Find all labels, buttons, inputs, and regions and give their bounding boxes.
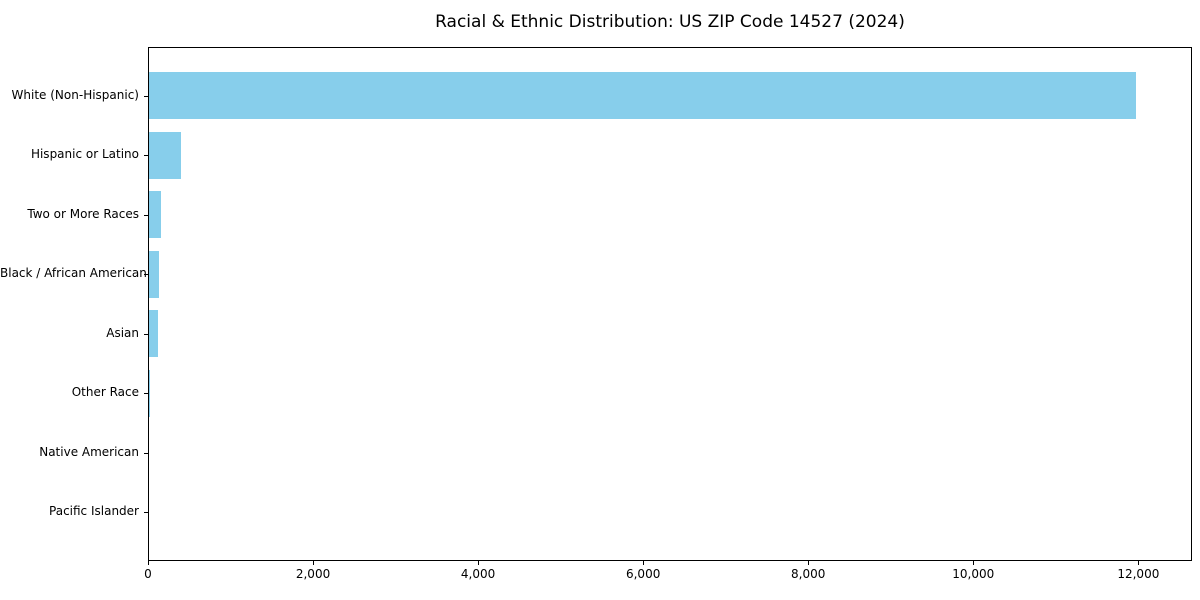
y-tick-label: Hispanic or Latino <box>30 147 139 162</box>
bar-asian <box>149 310 158 358</box>
x-tick-label: 0 <box>144 567 152 581</box>
bar-row <box>149 489 1191 536</box>
x-tick-mark <box>808 561 810 565</box>
bar-black-african-american <box>149 250 159 298</box>
y-tick-mark <box>144 333 148 335</box>
bar-two-or-more-races <box>149 191 162 239</box>
x-tick-mark <box>313 561 315 565</box>
y-tick-label: Native American <box>39 444 139 459</box>
y-tick-label: Black / African American <box>0 266 147 281</box>
y-tick-label: Pacific Islander <box>49 504 139 519</box>
bar-row <box>149 429 1191 476</box>
y-tick-label: Asian <box>106 325 139 340</box>
x-tick-label: 2,000 <box>295 567 331 581</box>
y-tick-mark <box>144 95 148 97</box>
x-tick-mark <box>1138 561 1140 565</box>
y-tick-mark <box>144 214 148 216</box>
x-tick-label: 4,000 <box>460 567 496 581</box>
y-tick-label: Other Race <box>71 385 139 400</box>
y-tick-mark <box>144 274 148 276</box>
x-tick-mark <box>973 561 975 565</box>
y-tick-mark <box>144 512 148 514</box>
x-tick-label: 8,000 <box>791 567 826 581</box>
plot-area <box>148 47 1192 561</box>
y-tick-mark <box>144 393 148 395</box>
bar-hispanic-or-latino <box>149 131 181 179</box>
x-tick-label: 10,000 <box>952 567 995 581</box>
x-tick-label: 12,000 <box>1117 567 1160 581</box>
chart-title: Racial & Ethnic Distribution: US ZIP Cod… <box>435 12 905 32</box>
bar-row <box>149 191 1191 239</box>
x-tick-label: 6,000 <box>625 567 661 581</box>
y-tick-mark <box>144 452 148 454</box>
bar-row <box>149 250 1191 298</box>
bar-white-non-hispanic <box>149 72 1136 120</box>
bar-row <box>149 72 1191 120</box>
x-tick-mark <box>643 561 645 565</box>
bar-row <box>149 131 1191 179</box>
bar-other-race <box>149 369 150 417</box>
y-tick-label: White (Non-Hispanic) <box>11 87 139 102</box>
bar-row <box>149 310 1191 358</box>
bar-row <box>149 369 1191 417</box>
y-tick-mark <box>144 155 148 157</box>
x-tick-mark <box>478 561 480 565</box>
x-tick-mark <box>148 561 149 565</box>
y-tick-label: Two or More Races <box>27 206 139 221</box>
